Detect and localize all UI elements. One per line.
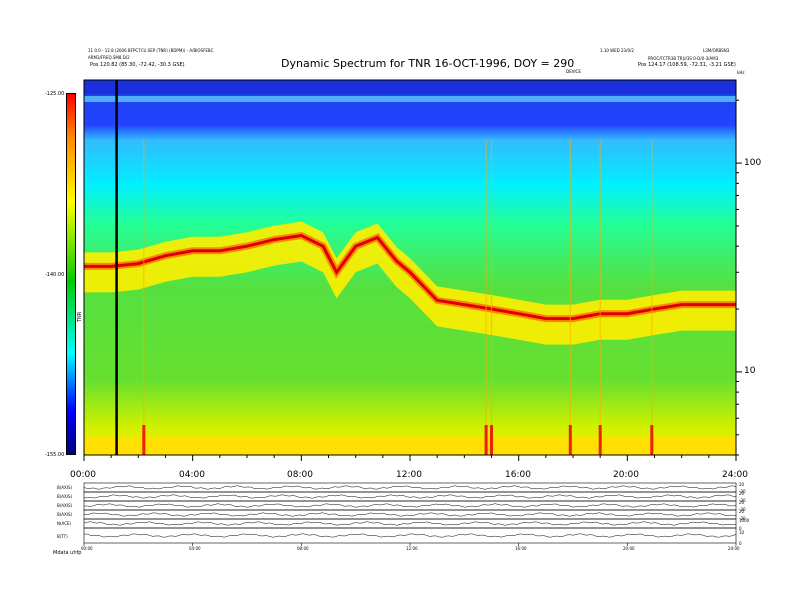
sub-x-tick-4: 16:00 xyxy=(515,546,527,551)
x-tick-label-4: 16:00 xyxy=(505,470,531,480)
subpanel-trace-1 xyxy=(83,494,737,499)
subpanel-label-6: B(TT) xyxy=(57,534,68,539)
burst-streak-1 xyxy=(485,140,487,425)
burst-4 xyxy=(598,425,602,455)
burst-1 xyxy=(484,425,488,455)
high-freq-stripe xyxy=(84,96,736,102)
subpanel-trace-4 xyxy=(83,521,737,526)
burst-2 xyxy=(490,425,493,455)
x-tick-label-2: 08:00 xyxy=(287,470,313,480)
subpanel-frame-5 xyxy=(83,527,737,544)
header-info-right-1: 1.10 WED 23/0/2 xyxy=(600,48,634,53)
top-band xyxy=(84,80,736,94)
subpanel-label-2: B(AXIS) xyxy=(57,494,73,499)
sub-right-tick-6b: 0 xyxy=(739,541,742,546)
colorbar-tick-bottom: -155.00 xyxy=(45,452,65,458)
header-position-left: Pos 120.82 (85.30, -72.42, -30.3 GSE) xyxy=(90,62,185,68)
sub-right-tick-5b: 0 xyxy=(739,526,742,531)
burst-layer xyxy=(142,140,654,455)
sub-x-tick-6: 24:00 xyxy=(728,546,740,551)
subpanel-frame-4 xyxy=(83,518,737,529)
sub-right-tick-4a: 20 xyxy=(739,509,745,514)
plasma-glow-band xyxy=(84,221,736,345)
burst-3 xyxy=(568,425,572,455)
colorbar xyxy=(66,93,76,455)
subpanel-trace-2 xyxy=(83,503,737,508)
y-tick-label-10: 10 xyxy=(744,366,756,376)
header-info-left-2: ARM3/FREQ.SM8.D/2 xyxy=(88,55,130,60)
header-khz-tag: kHz xyxy=(737,70,745,75)
subpanel-footer: Mdata uhfp xyxy=(53,550,82,556)
x-tick-label-1: 04:00 xyxy=(179,470,205,480)
burst-streak-5 xyxy=(651,140,653,425)
sub-x-tick-5: 20:00 xyxy=(623,546,635,551)
subpanel-trace-3 xyxy=(83,512,737,517)
subpanel-label-3: B(AXIS) xyxy=(57,503,73,508)
burst-streak-0 xyxy=(143,140,145,425)
subpanel-trace-0 xyxy=(83,485,737,490)
header-device-tag: DEVICE xyxy=(566,69,581,74)
sub-x-tick-0: 00:00 xyxy=(81,546,93,551)
sub-right-tick-2b: -20 xyxy=(739,498,746,503)
subpanel-label-4: B(AXIS) xyxy=(57,512,73,517)
x-tick-label-0: 00:00 xyxy=(70,470,96,480)
header-position-right: Pos 124.17 (108.59, -72.31, -3.21 GSE) xyxy=(638,62,736,68)
y-axis-ticks xyxy=(736,99,742,456)
spectrogram-content xyxy=(84,80,736,455)
burst-5 xyxy=(650,425,654,455)
burst-streak-3 xyxy=(569,140,571,425)
sub-x-tick-2: 08:00 xyxy=(297,546,309,551)
subpanel-label-1: B(AXIS) xyxy=(57,485,73,490)
colorbar-tick-top: -125.00 xyxy=(45,91,65,97)
sub-right-tick-4b: -20 xyxy=(739,516,746,521)
sub-x-tick-3: 12:00 xyxy=(406,546,418,551)
chart-title: Dynamic Spectrum for TNR 16-OCT-1996, DO… xyxy=(281,57,575,70)
plasma-line xyxy=(84,233,736,321)
sub-right-tick-5a: 1000 xyxy=(739,518,750,523)
sub-right-tick-3a: 20 xyxy=(739,500,745,505)
subpanel-label-5: N(ACE) xyxy=(57,521,72,526)
sub-right-tick-1b: -20 xyxy=(739,489,746,494)
y-tick-label-100: 100 xyxy=(744,158,762,168)
x-axis-ticks xyxy=(83,455,737,461)
low-freq-band xyxy=(84,437,736,455)
plasma-line-layer xyxy=(84,221,736,345)
sub-right-tick-3b: -20 xyxy=(739,507,746,512)
x-tick-label-3: 12:00 xyxy=(396,470,422,480)
header-info-left-1: 11 0.0 - 12.8 (2006 BFPC7CU.SEP (TNR) (B… xyxy=(88,48,214,53)
colorbar-tick-mid: -140.00 xyxy=(45,272,65,278)
burst-streak-4 xyxy=(599,140,601,425)
sub-right-tick-2a: 20 xyxy=(739,491,745,496)
sub-x-tick-1: 04:00 xyxy=(189,546,201,551)
x-tick-label-6: 24:00 xyxy=(722,470,748,480)
subpanel-trace-5 xyxy=(83,533,737,538)
subpanel-frame-1 xyxy=(83,491,737,502)
sub-right-tick-1a: 20 xyxy=(739,482,745,487)
burst-0 xyxy=(142,425,146,455)
x-tick-label-5: 20:00 xyxy=(613,470,639,480)
burst-streak-2 xyxy=(490,140,493,425)
subpanel-traces xyxy=(83,482,737,546)
header-info-right-1b: L3M/ORBSN3 xyxy=(703,48,730,53)
sub-right-tick-6a: 10 xyxy=(739,530,745,535)
header-info-right-2: PROC/FCTR3B TRU/3S 0-D/0-3/AM3 xyxy=(648,56,719,61)
